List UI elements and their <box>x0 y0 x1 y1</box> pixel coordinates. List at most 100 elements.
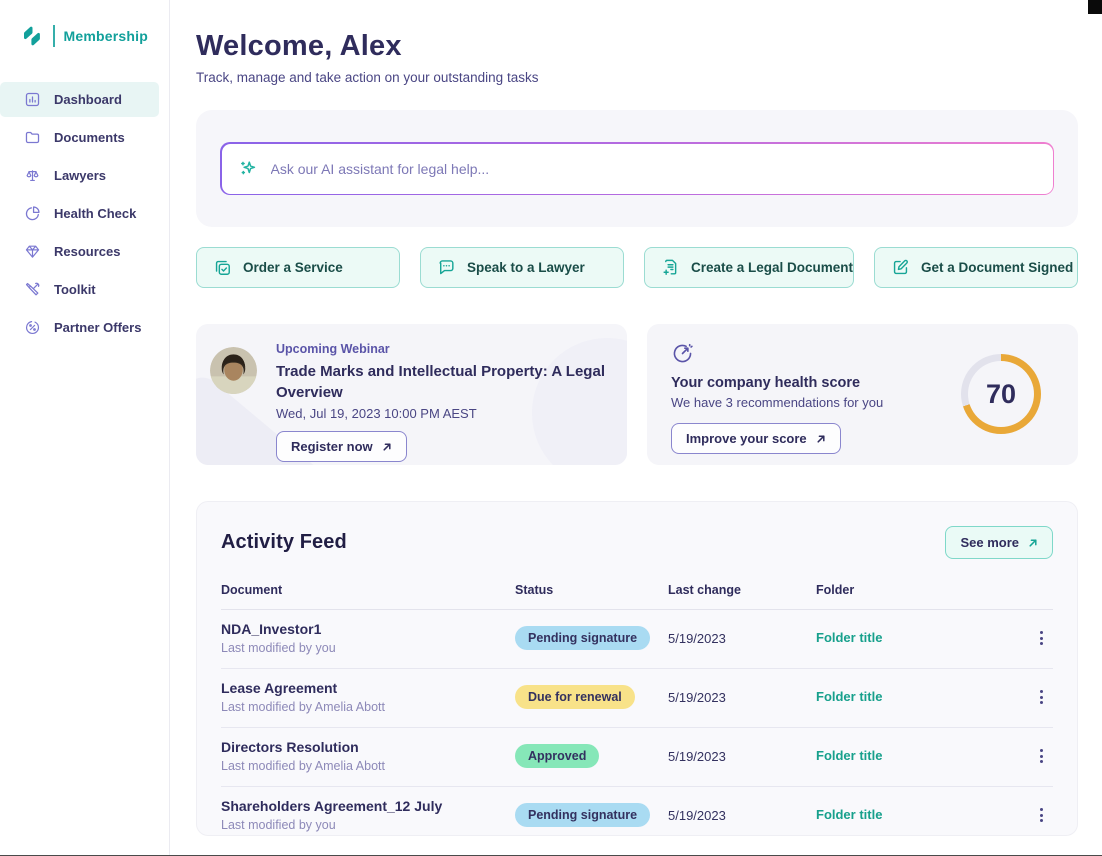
column-header-document: Document <box>221 583 283 597</box>
main-content: Welcome, Alex Track, manage and take act… <box>170 0 1102 856</box>
last-change-date: 5/19/2023 <box>668 689 726 705</box>
sparkle-icon <box>239 159 258 178</box>
document-name: NDA_Investor1 <box>221 621 322 637</box>
action-label: Create a Legal Document <box>690 260 854 275</box>
health-score-title: Your company health score <box>671 375 861 391</box>
sidebar-nav: Dashboard Documents Lawyers Health Check <box>0 82 169 345</box>
folder-link[interactable]: Folder title <box>816 748 883 763</box>
webinar-title: Trade Marks and Intellectual Property: A… <box>276 363 605 401</box>
row-menu-kebab-icon[interactable] <box>1029 628 1053 648</box>
table-row: NDA_Investor1 Last modified by you Pendi… <box>221 610 1053 669</box>
activity-feed-title: Activity Feed <box>221 531 347 553</box>
activity-table-header: Document Status Last change Folder <box>221 583 1053 610</box>
sidebar-item-lawyers[interactable]: Lawyers <box>0 158 159 193</box>
arrow-up-right-icon <box>1028 538 1038 548</box>
improve-score-label: Improve your score <box>686 431 807 446</box>
quick-actions: Order a Service Speak to a Lawyer Create… <box>196 247 1078 288</box>
health-score-card: Your company health score We have 3 reco… <box>647 324 1078 465</box>
brand-logo[interactable]: Membership <box>0 0 169 48</box>
tools-icon <box>24 281 41 298</box>
create-a-legal-document-button[interactable]: Create a Legal Document <box>643 247 855 288</box>
table-row: Lease Agreement Last modified by Amelia … <box>221 669 1053 728</box>
sidebar-item-resources[interactable]: Resources <box>0 234 159 269</box>
sidebar-item-label: Toolkit <box>54 282 96 297</box>
last-change-date: 5/19/2023 <box>668 807 726 823</box>
health-score-content: Your company health score We have 3 reco… <box>647 324 1078 454</box>
row-menu-kebab-icon[interactable] <box>1029 746 1053 766</box>
document-cell: Lease Agreement Last modified by Amelia … <box>221 680 515 714</box>
sidebar-item-label: Health Check <box>54 206 137 221</box>
document-modified: Last modified by you <box>221 818 336 832</box>
see-more-label: See more <box>960 535 1019 550</box>
folder-link[interactable]: Folder title <box>816 807 883 822</box>
order-a-service-button[interactable]: Order a Service <box>196 247 400 288</box>
sidebar-item-label: Partner Offers <box>54 320 142 335</box>
webinar-speaker-avatar <box>210 347 257 394</box>
scales-icon <box>24 167 41 184</box>
sidebar-item-label: Lawyers <box>54 168 107 183</box>
document-name: Directors Resolution <box>221 739 359 755</box>
bar-chart-icon <box>24 91 41 108</box>
sidebar: Membership Dashboard Documents Lawyers <box>0 0 170 856</box>
activity-table: Document Status Last change Folder NDA_I… <box>221 583 1053 845</box>
get-a-document-signed-button[interactable]: Get a Document Signed <box>874 247 1078 288</box>
ai-input-gradient-border <box>220 142 1054 195</box>
column-header-status: Status <box>515 583 554 597</box>
document-name: Shareholders Agreement_12 July <box>221 798 443 814</box>
document-modified: Last modified by Amelia Abott <box>221 700 385 714</box>
last-change-date: 5/19/2023 <box>668 630 726 646</box>
page-subtitle: Track, manage and take action on your ou… <box>196 70 539 85</box>
document-modified: Last modified by you <box>221 641 336 655</box>
action-label: Speak to a Lawyer <box>466 260 585 275</box>
row-menu-kebab-icon[interactable] <box>1029 805 1053 825</box>
webinar-card: Upcoming Webinar Trade Marks and Intelle… <box>196 324 627 465</box>
activity-feed-panel: Activity Feed See more Document Status L… <box>196 501 1078 836</box>
gauge-icon <box>671 342 1054 365</box>
document-name: Lease Agreement <box>221 680 338 696</box>
health-score-value: 70 <box>985 378 1017 409</box>
health-score-subtitle: We have 3 recommendations for you <box>671 395 884 410</box>
see-more-button[interactable]: See more <box>945 526 1053 559</box>
ai-assistant-panel <box>196 110 1078 227</box>
chat-bubble-icon <box>437 258 456 277</box>
folder-link[interactable]: Folder title <box>816 630 883 645</box>
health-score-ring: 70 <box>961 354 1041 434</box>
row-menu-kebab-icon[interactable] <box>1029 687 1053 707</box>
document-modified: Last modified by Amelia Abott <box>221 759 385 773</box>
sidebar-item-partner-offers[interactable]: Partner Offers <box>0 310 159 345</box>
ai-assistant-input[interactable] <box>270 160 1036 177</box>
register-now-button[interactable]: Register now <box>276 431 407 463</box>
screen-bottom-edge <box>0 854 1102 856</box>
sidebar-item-label: Dashboard <box>54 92 122 107</box>
pen-square-icon <box>891 258 910 277</box>
status-badge: Approved <box>515 744 600 768</box>
register-now-label: Register now <box>291 439 373 455</box>
speak-to-a-lawyer-button[interactable]: Speak to a Lawyer <box>419 247 624 288</box>
document-cell: NDA_Investor1 Last modified by you <box>221 621 515 655</box>
info-cards-row: Upcoming Webinar Trade Marks and Intelle… <box>196 324 1078 465</box>
pie-chart-icon <box>24 205 41 222</box>
status-badge: Pending signature <box>515 803 651 827</box>
webinar-eyebrow: Upcoming Webinar <box>276 342 390 356</box>
screen-corner-artifact <box>1088 0 1102 14</box>
column-header-last-change: Last change <box>668 583 741 597</box>
table-row: Directors Resolution Last modified by Am… <box>221 728 1053 787</box>
logo-divider <box>53 25 55 47</box>
status-badge: Due for renewal <box>515 685 635 709</box>
action-label: Get a Document Signed <box>921 260 1074 275</box>
sidebar-item-label: Documents <box>54 130 125 145</box>
document-cell: Directors Resolution Last modified by Am… <box>221 739 515 773</box>
sidebar-item-documents[interactable]: Documents <box>0 120 159 155</box>
folder-icon <box>24 129 41 146</box>
webinar-datetime: Wed, Jul 19, 2023 10:00 PM AEST <box>276 406 477 422</box>
last-change-date: 5/19/2023 <box>668 748 726 764</box>
folder-link[interactable]: Folder title <box>816 689 883 704</box>
table-row: Shareholders Agreement_12 July Last modi… <box>221 787 1053 845</box>
sidebar-item-dashboard[interactable]: Dashboard <box>0 82 159 117</box>
sidebar-item-health-check[interactable]: Health Check <box>0 196 159 231</box>
improve-your-score-button[interactable]: Improve your score <box>671 423 841 454</box>
sidebar-item-toolkit[interactable]: Toolkit <box>0 272 159 307</box>
brand-name: Membership <box>63 28 148 44</box>
action-label: Order a Service <box>243 260 343 275</box>
